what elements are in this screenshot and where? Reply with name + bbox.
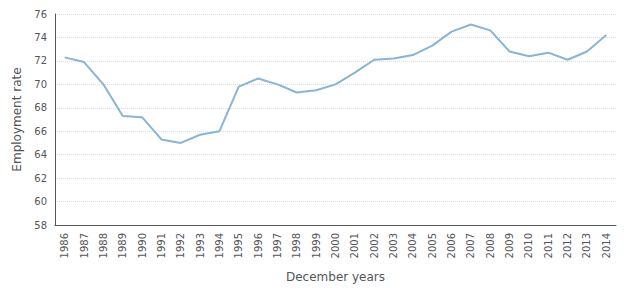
svg-text:1995: 1995	[233, 233, 244, 258]
svg-text:74: 74	[34, 32, 47, 43]
svg-text:2011: 2011	[543, 233, 554, 258]
svg-text:2000: 2000	[330, 233, 341, 258]
svg-text:1988: 1988	[98, 233, 109, 258]
svg-text:2010: 2010	[523, 233, 534, 258]
svg-text:1989: 1989	[117, 233, 128, 258]
svg-text:64: 64	[34, 149, 47, 160]
svg-text:2008: 2008	[485, 233, 496, 258]
svg-text:1997: 1997	[272, 233, 283, 258]
svg-text:1998: 1998	[291, 233, 302, 258]
svg-text:72: 72	[34, 55, 47, 66]
svg-text:2002: 2002	[369, 233, 380, 258]
svg-text:1990: 1990	[137, 233, 148, 258]
svg-text:2004: 2004	[407, 233, 418, 258]
svg-text:2012: 2012	[562, 233, 573, 258]
svg-text:1987: 1987	[79, 233, 90, 258]
svg-text:1991: 1991	[156, 233, 167, 258]
svg-text:1993: 1993	[195, 233, 206, 258]
svg-text:2009: 2009	[504, 233, 515, 258]
svg-text:68: 68	[34, 102, 47, 113]
svg-text:December years: December years	[286, 270, 385, 284]
svg-text:62: 62	[34, 173, 47, 184]
svg-text:70: 70	[34, 79, 47, 90]
svg-text:2014: 2014	[601, 233, 612, 258]
svg-text:1986: 1986	[59, 233, 70, 258]
svg-text:2007: 2007	[465, 233, 476, 258]
svg-text:1999: 1999	[311, 233, 322, 258]
svg-text:60: 60	[34, 196, 47, 207]
svg-text:2006: 2006	[446, 233, 457, 258]
svg-text:58: 58	[34, 220, 47, 231]
svg-text:2001: 2001	[349, 233, 360, 258]
svg-text:66: 66	[34, 126, 47, 137]
svg-text:1994: 1994	[214, 233, 225, 258]
svg-text:2003: 2003	[388, 233, 399, 258]
svg-text:2005: 2005	[427, 233, 438, 258]
svg-text:Employment rate: Employment rate	[10, 67, 24, 171]
svg-text:1996: 1996	[253, 233, 264, 258]
svg-text:1992: 1992	[175, 233, 186, 258]
svg-text:2013: 2013	[581, 233, 592, 258]
svg-text:76: 76	[34, 9, 47, 20]
